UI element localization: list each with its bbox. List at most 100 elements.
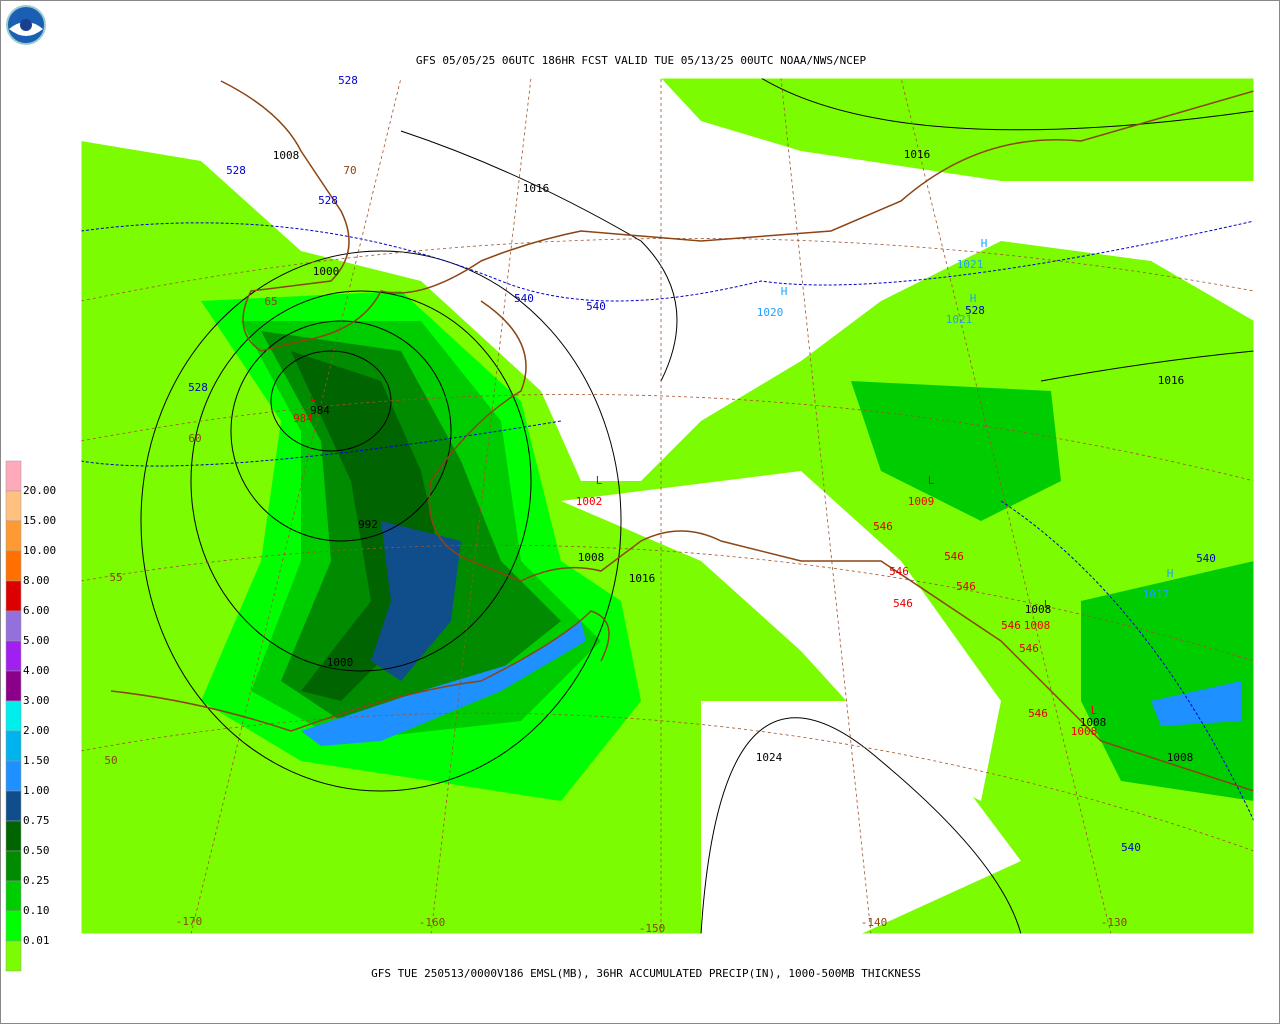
high-pressure: 1021 (946, 313, 973, 326)
low-pressure: 984 (293, 412, 313, 425)
low-pressure: 1009 (908, 495, 935, 508)
isobar-label: 1016 (523, 182, 550, 195)
isobar-label: 1008 (1025, 603, 1052, 616)
isobar-label: 1000 (313, 265, 340, 278)
thickness-label: 540 (1196, 552, 1216, 565)
legend-label: 3.00 (23, 694, 50, 707)
grid-label: 70 (343, 164, 356, 177)
low-symbol: L (596, 474, 603, 487)
high-symbol: H (781, 285, 788, 298)
noaa-logo (6, 5, 46, 45)
high-symbol: H (1167, 567, 1174, 580)
isobar-label: 1008 (1167, 751, 1194, 764)
map-area (80, 77, 1255, 935)
isobar-label: 1016 (1158, 374, 1185, 387)
grid-label: -170 (176, 915, 203, 928)
isobar-label: 1016 (629, 572, 656, 585)
thickness-label: 546 (1001, 619, 1021, 632)
grid-label: -140 (861, 916, 888, 929)
thickness-label: 540 (586, 300, 606, 313)
legend-swatch (5, 880, 22, 912)
isobar-label: 1008 (273, 149, 300, 162)
low-pressure: 1002 (576, 495, 603, 508)
precip-legend: 20.00 15.00 10.00 8.00 6.00 5.00 4.00 3.00 2.00 1… (5, 460, 56, 972)
low-pressure: 1008 (1071, 725, 1098, 738)
legend-swatch (5, 910, 22, 942)
thickness-label: 546 (956, 580, 976, 593)
low-symbol: L (1091, 704, 1098, 717)
grid-label: -160 (419, 916, 446, 929)
thickness-label: 546 (1019, 642, 1039, 655)
thickness-label: 546 (1028, 707, 1048, 720)
thickness-label: 546 (893, 597, 913, 610)
grid-label: 60 (188, 432, 201, 445)
legend-label: 0.50 (23, 844, 50, 857)
high-pressure: 1017 (1143, 588, 1170, 601)
legend-swatch (5, 520, 22, 552)
high-pressure: 1021 (957, 258, 984, 271)
low-symbol: L (310, 391, 317, 404)
legend-label: 4.00 (23, 664, 50, 677)
high-symbol: H (981, 237, 988, 250)
high-symbol: H (970, 292, 977, 305)
legend-label: 10.00 (23, 544, 56, 557)
legend-swatch (5, 820, 22, 852)
legend-label: 0.75 (23, 814, 50, 827)
grid-label: 65 (264, 295, 277, 308)
grid-label: -130 (1101, 916, 1128, 929)
chart-title: GFS 05/05/25 06UTC 186HR FCST VALID TUE … (416, 54, 867, 67)
legend-swatch (5, 940, 22, 972)
isobar-label: 1008 (1080, 716, 1107, 729)
legend-swatch (5, 790, 22, 822)
legend-label: 6.00 (23, 604, 50, 617)
legend-label: 15.00 (23, 514, 56, 527)
legend-label: 1.50 (23, 754, 50, 767)
thickness-label: 528 (318, 194, 338, 207)
isobar-label: 1024 (756, 751, 783, 764)
legend-swatch (5, 490, 22, 522)
grid-label: 50 (104, 754, 117, 767)
isobar-label: 984 (310, 404, 330, 417)
thickness-label: 540 (1121, 841, 1141, 854)
legend-swatch (5, 760, 22, 792)
legend-label: 0.25 (23, 874, 50, 887)
thickness-label: 546 (889, 565, 909, 578)
legend-swatch (5, 460, 22, 492)
legend-swatch (5, 700, 22, 732)
thickness-label: 528 (188, 381, 208, 394)
isobar-label: 992 (358, 518, 378, 531)
legend-label: 1.00 (23, 784, 50, 797)
thickness-label: 540 (514, 292, 534, 305)
isobar-label: 1016 (904, 148, 931, 161)
thickness-label: 546 (873, 520, 893, 533)
grid-label: -150 (639, 922, 666, 935)
legend-swatch (5, 730, 22, 762)
thickness-label: 528 (226, 164, 246, 177)
grid-label: 55 (109, 571, 122, 584)
thickness-label: 528 (338, 74, 358, 87)
legend-swatch (5, 640, 22, 672)
legend-swatch (5, 610, 22, 642)
legend-label: 0.01 (23, 934, 50, 947)
legend-swatch (5, 850, 22, 882)
legend-label: 20.00 (23, 484, 56, 497)
low-symbol: L (1044, 598, 1051, 611)
low-pressure: 1008 (1024, 619, 1051, 632)
isobar-label: 1000 (327, 656, 354, 669)
low-symbol: L (928, 474, 935, 487)
legend-label: 0.10 (23, 904, 50, 917)
legend-label: 8.00 (23, 574, 50, 587)
legend-label: 5.00 (23, 634, 50, 647)
chart-caption: GFS TUE 250513/0000V186 EMSL(MB), 36HR A… (371, 967, 921, 980)
thickness-label: 546 (944, 550, 964, 563)
high-pressure: 1020 (757, 306, 784, 319)
legend-label: 2.00 (23, 724, 50, 737)
isobar-label: 1008 (578, 551, 605, 564)
thickness-label: 528 (965, 304, 985, 317)
map-labels: 1008 1016 1000 984 992 1008 1016 1000 1024 1016 10… (104, 74, 1216, 935)
legend-swatch (5, 670, 22, 702)
legend-swatch (5, 580, 22, 612)
legend-swatch (5, 550, 22, 582)
